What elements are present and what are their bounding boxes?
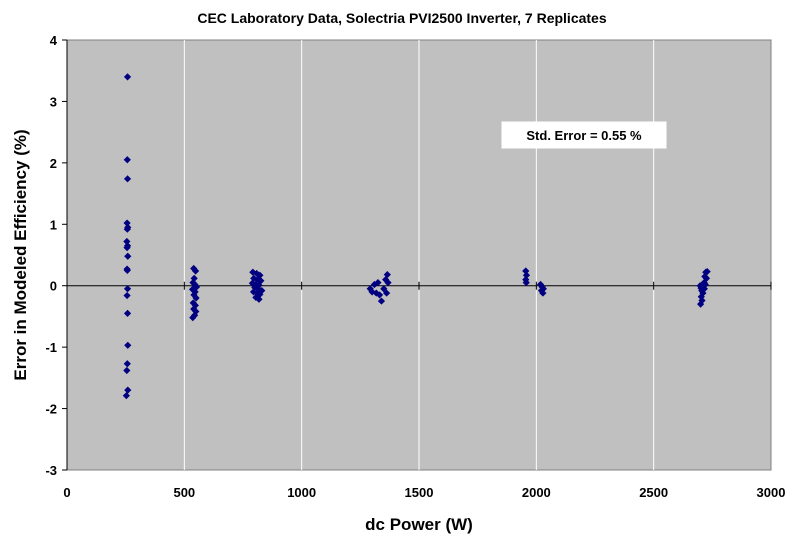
chart-title: CEC Laboratory Data, Solectria PVI2500 I…: [197, 10, 607, 26]
data-point: [539, 285, 547, 293]
data-point: [522, 279, 530, 287]
y-tick-label: 0: [50, 279, 57, 294]
data-point: [123, 73, 132, 81]
x-tick-label: 0: [63, 485, 70, 500]
data-point: [522, 271, 531, 279]
data-point: [189, 279, 197, 287]
data-point: [124, 341, 132, 349]
x-axis-label: dc Power (W): [365, 515, 473, 534]
data-point: [191, 311, 199, 319]
tick-labels: -3 -2 -1 0 1 2 3 4 0 500 1000 1500 2000 2500 3000: [45, 33, 785, 500]
x-tick-label: 2000: [522, 485, 551, 500]
data-point: [122, 392, 130, 400]
data-point: [368, 288, 376, 296]
data-point: [123, 156, 131, 164]
data-point: [537, 287, 546, 295]
data-point: [522, 267, 530, 275]
data-point: [253, 269, 261, 278]
y-tick-label: 2: [50, 156, 57, 171]
x-tick-label: 3000: [757, 485, 786, 500]
data-point: [383, 271, 391, 279]
data-point: [257, 277, 265, 285]
data-point: [189, 299, 197, 307]
x-tick-label: 1000: [287, 485, 316, 500]
data-point: [374, 279, 382, 287]
data-point: [252, 293, 260, 301]
data-point: [192, 294, 200, 302]
y-tick-label: 1: [50, 217, 57, 232]
y-tick-label: 4: [50, 33, 58, 48]
y-tick-label: 3: [50, 94, 57, 109]
data-point: [190, 305, 198, 313]
annotation-box: [501, 121, 667, 149]
data-point: [536, 280, 545, 289]
x-tick-label: 500: [173, 485, 195, 500]
data-point: [191, 288, 199, 296]
data-point: [123, 291, 131, 300]
data-point: [191, 267, 200, 275]
data-point: [190, 274, 198, 282]
data-point: [375, 291, 384, 299]
x-tick-label: 1500: [405, 485, 434, 500]
data-point: [249, 288, 258, 296]
data-point: [697, 300, 705, 308]
y-axis-label: Error in Modeled Efficiency (%): [11, 129, 30, 380]
x-tick-label: 2500: [639, 485, 668, 500]
data-point: [188, 285, 197, 293]
data-point: [123, 244, 131, 252]
data-point: [189, 314, 197, 322]
data-point: [377, 297, 386, 305]
data-point: [123, 360, 131, 368]
data-point: [123, 366, 131, 375]
std-error-annotation: Std. Error = 0.55 %: [501, 121, 667, 149]
data-point: [703, 267, 711, 276]
data-point: [383, 289, 391, 297]
data-point: [123, 285, 132, 293]
data-point: [123, 175, 132, 183]
data-point: [124, 252, 132, 260]
data-point: [250, 274, 258, 282]
data-points: [122, 73, 711, 400]
data-point: [123, 266, 131, 274]
plot-area: [62, 39, 772, 471]
data-point: [123, 225, 131, 233]
data-point: [384, 279, 392, 287]
y-tick-label: -2: [45, 402, 57, 417]
data-point: [700, 285, 708, 293]
data-point: [123, 309, 132, 317]
y-tick-label: -3: [45, 463, 57, 478]
data-point: [191, 301, 199, 309]
data-point: [702, 274, 711, 282]
axes: [62, 39, 772, 471]
data-point: [124, 386, 132, 394]
data-point: [255, 295, 263, 303]
annotation-text: Std. Error = 0.55 %: [526, 128, 642, 143]
data-point: [258, 287, 266, 295]
gridlines: [183, 40, 655, 470]
data-point: [190, 291, 198, 299]
data-point: [539, 289, 547, 297]
data-point: [382, 275, 390, 284]
data-point: [698, 287, 706, 295]
y-tick-label: -1: [45, 340, 57, 355]
